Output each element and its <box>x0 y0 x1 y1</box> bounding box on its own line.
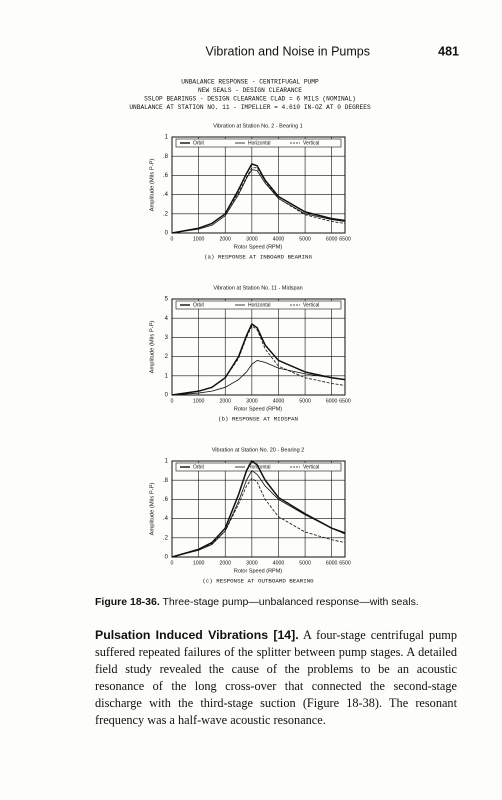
x-tick-label: 5000 <box>299 236 311 242</box>
x-tick-label: 6000 <box>326 236 338 242</box>
running-title: Vibration and Noise in Pumps <box>206 44 370 58</box>
series-line <box>171 325 346 396</box>
caption: (b) RESPONSE AT MIDSPAN <box>218 416 299 423</box>
x-tick-label: 6500 <box>339 560 351 566</box>
paragraph-text: A four-stage centrifugal pump suffered r… <box>95 628 457 727</box>
x-tick-label: 5000 <box>299 560 311 566</box>
chart-title: Vibration at Station No. 2 - Bearing 1 <box>213 123 302 129</box>
caption: (c) RESPONSE AT OUTBOARD BEARING <box>202 578 314 585</box>
plot-frame <box>171 460 346 558</box>
y-axis-label: Amplitude (Mils P-P) <box>150 483 156 536</box>
legend-label: Vertical <box>303 303 319 309</box>
legend-label: Orbit <box>193 303 204 309</box>
x-axis-label: Rotor Speed (RPM) <box>234 406 282 412</box>
x-tick-label: 6500 <box>339 236 351 242</box>
x-tick-label: 6000 <box>326 560 338 566</box>
y-tick-label: .4 <box>163 516 169 522</box>
y-tick-label: 1 <box>165 459 169 465</box>
chart-title: Vibration at Station No. 11 - Midspan <box>213 285 302 291</box>
x-tick-label: 2000 <box>219 236 231 242</box>
x-tick-label: 3000 <box>246 236 258 242</box>
y-tick-label: .2 <box>163 535 169 541</box>
y-tick-label: 0 <box>165 393 169 399</box>
legend-label: Horizontal <box>248 303 271 309</box>
legend <box>175 138 342 148</box>
y-tick-label: .6 <box>163 173 169 179</box>
y-tick-label: .4 <box>163 192 169 198</box>
legend-label: Orbit <box>193 465 204 471</box>
x-tick-label: 1000 <box>193 560 205 566</box>
y-tick-label: .2 <box>163 211 169 217</box>
paragraph-lead: Pulsation Induced Vibrations [14]. <box>95 628 299 642</box>
figure-label: Figure 18-36. <box>95 596 160 608</box>
x-tick-label: 4000 <box>273 236 285 242</box>
chart-title: Vibration at Station No. 20 - Bearing 2 <box>212 447 305 453</box>
y-tick-label: 5 <box>165 297 169 303</box>
x-axis-label: Rotor Speed (RPM) <box>234 244 282 250</box>
figure-caption: Figure 18-36. Three-stage pump—unbalance… <box>95 596 495 608</box>
figure-text: Three-stage pump—unbalanced response—wit… <box>162 596 419 608</box>
x-tick-label: 0 <box>171 398 174 404</box>
y-tick-label: 3 <box>165 335 169 341</box>
y-tick-label: .6 <box>163 497 169 503</box>
x-tick-label: 3000 <box>246 398 258 404</box>
legend-label: Orbit <box>193 141 204 147</box>
y-tick-label: 0 <box>165 231 169 237</box>
series-line <box>171 167 346 234</box>
series-line <box>171 360 346 396</box>
x-tick-label: 4000 <box>273 398 285 404</box>
series-line <box>171 477 346 558</box>
caption: (a) RESPONSE AT INBOARD BEARING <box>204 254 312 261</box>
y-axis-label: Amplitude (Mils P-P) <box>150 159 156 212</box>
y-tick-label: 1 <box>165 373 169 379</box>
legend <box>175 300 342 310</box>
x-tick-label: 0 <box>171 560 174 566</box>
x-tick-label: 0 <box>171 236 174 242</box>
y-tick-label: 0 <box>165 555 169 561</box>
y-tick-label: .8 <box>163 154 169 160</box>
x-tick-label: 6000 <box>326 398 338 404</box>
legend-label: Vertical <box>303 465 319 471</box>
x-tick-label: 1000 <box>193 398 205 404</box>
series-line <box>171 322 346 396</box>
x-tick-label: 4000 <box>273 560 285 566</box>
y-tick-label: 2 <box>165 354 169 360</box>
y-tick-label: 1 <box>165 135 169 141</box>
x-tick-label: 1000 <box>193 236 205 242</box>
legend-label: Vertical <box>303 141 319 147</box>
heading-line: UNBALANCE RESPONSE - CENTRIFUGAL PUMP <box>181 79 319 86</box>
x-tick-label: 2000 <box>219 560 231 566</box>
heading-line: UNBALANCE AT STATION NO. 11 - IMPELLER =… <box>129 104 371 111</box>
series-line <box>171 459 346 558</box>
x-tick-label: 2000 <box>219 398 231 404</box>
page-number: 481 <box>438 44 459 58</box>
figure: Vibration and Noise in Pumps 481 UNBALAN… <box>129 44 459 585</box>
x-axis-label: Rotor Speed (RPM) <box>234 568 282 574</box>
x-tick-label: 6500 <box>339 398 351 404</box>
y-axis-label: Amplitude (Mils P-P) <box>150 321 156 374</box>
series-line <box>171 470 346 558</box>
y-tick-label: 4 <box>165 316 169 322</box>
heading-line: NEW SEALS - DESIGN CLEARANCE <box>198 87 302 94</box>
heading-line: SSLOP BEARINGS - DESIGN CLEARANCE CLAD =… <box>144 96 356 103</box>
y-tick-label: .8 <box>163 478 169 484</box>
x-tick-label: 3000 <box>246 560 258 566</box>
paragraph: Pulsation Induced Vibrations [14]. A fou… <box>95 627 457 729</box>
series-line <box>171 162 346 234</box>
series-line <box>171 169 346 234</box>
x-tick-label: 5000 <box>299 398 311 404</box>
legend-label: Horizontal <box>248 141 271 147</box>
